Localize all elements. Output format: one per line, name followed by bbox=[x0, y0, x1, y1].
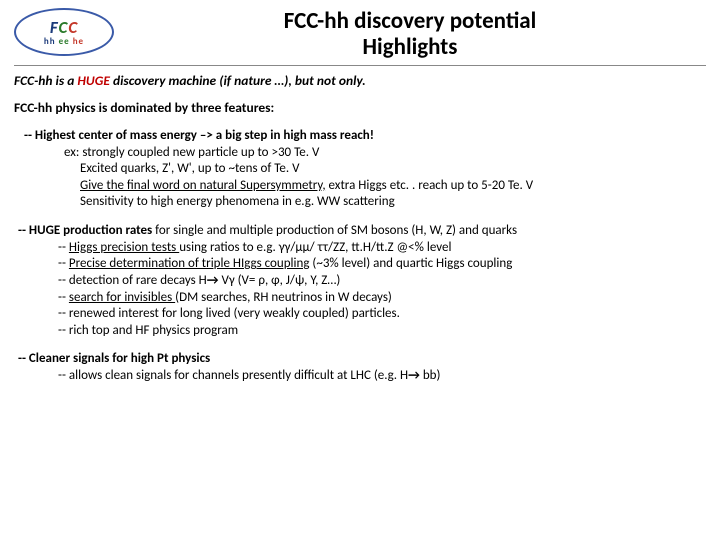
header-row: FCC hh ee he FCC-hh discovery potential … bbox=[14, 6, 706, 61]
arrow-icon: → bbox=[207, 273, 219, 288]
sec1-l3: Give the final word on natural Supersymm… bbox=[24, 178, 706, 195]
sec2-l4b: (DM searches, RH neutrinos in W decays) bbox=[175, 290, 392, 305]
sec1-prefix: -- bbox=[24, 128, 35, 143]
sec1-l2: Excited quarks, Z', W', up to ~tens of T… bbox=[24, 161, 706, 178]
sec1-tail: –> a big step in high mass reach! bbox=[197, 128, 374, 143]
sec2-l3: -- detection of rare decays H→ Vγ (V= ρ,… bbox=[18, 273, 706, 290]
sec1-l3b: extra Higgs etc. . reach up to 5-20 Te. … bbox=[326, 178, 534, 193]
section-3: -- Cleaner signals for high Pt physics -… bbox=[14, 351, 706, 384]
sec3-l1a: -- allows clean signals for channels pre… bbox=[58, 368, 408, 383]
arrow-icon: → bbox=[408, 368, 420, 383]
sec2-l1a: -- bbox=[58, 240, 69, 255]
fcc-logo: FCC hh ee he bbox=[14, 8, 114, 56]
features-line: FCC-hh physics is dominated by three fea… bbox=[14, 99, 706, 116]
logo-letter-c2: C bbox=[68, 17, 78, 38]
title-line-2: Highlights bbox=[114, 34, 706, 60]
logo-ee: ee bbox=[59, 36, 70, 47]
sec2-l4a: -- bbox=[58, 290, 69, 305]
sec2-l1: -- Higgs precision tests using ratios to… bbox=[18, 240, 706, 257]
sec2-l1u: Higgs precision tests bbox=[69, 240, 179, 255]
logo-he: he bbox=[73, 36, 84, 47]
sec1-head: Highest center of mass energy bbox=[35, 128, 197, 143]
sec2-l3b: Vγ (V= ρ, φ, J/ψ, Υ, Z…) bbox=[219, 273, 341, 288]
logo-letter-f: F bbox=[50, 17, 59, 38]
intro-huge: HUGE bbox=[77, 72, 110, 89]
sec1-head-line: -- Highest center of mass energy –> a bi… bbox=[24, 128, 706, 145]
slide-root: FCC hh ee he FCC-hh discovery potential … bbox=[0, 0, 720, 540]
sec2-l2: -- Precise determination of triple HIggs… bbox=[18, 256, 706, 273]
logo-hh: hh bbox=[44, 36, 56, 47]
sec3-l1: -- allows clean signals for channels pre… bbox=[18, 368, 706, 385]
sec2-l2b: (~3% level) and quartic Higgs coupling bbox=[309, 256, 512, 271]
section-1: -- Highest center of mass energy –> a bi… bbox=[14, 128, 706, 211]
intro-part2: discovery machine (if nature …), but not… bbox=[110, 72, 366, 89]
sec2-l1b: using ratios to e.g. γγ/μμ/ ττ/ZZ, tt.H/… bbox=[179, 240, 451, 255]
title-line-1: FCC-hh discovery potential bbox=[114, 8, 706, 34]
sec1-l1: ex: strongly coupled new particle up to … bbox=[24, 145, 706, 162]
logo-letter-c1: C bbox=[59, 17, 69, 38]
sec2-head: HUGE production rates bbox=[29, 223, 152, 238]
intro-line: FCC-hh is a HUGE discovery machine (if n… bbox=[14, 72, 706, 89]
sec2-l6: -- rich top and HF physics program bbox=[18, 323, 706, 340]
sec3-head-line: -- Cleaner signals for high Pt physics bbox=[18, 351, 706, 368]
sec2-l2a: -- bbox=[58, 256, 69, 271]
logo-top: FCC bbox=[50, 19, 78, 36]
sec2-tail: for single and multiple production of SM… bbox=[152, 223, 517, 238]
sec2-l4: -- search for invisibles (DM searches, R… bbox=[18, 290, 706, 307]
sec3-l1b: bb) bbox=[420, 368, 441, 383]
sec2-l4u: search for invisibles bbox=[69, 290, 175, 305]
title-block: FCC-hh discovery potential Highlights bbox=[114, 6, 706, 61]
sec3-prefix: -- bbox=[18, 351, 29, 366]
sec1-l3u: Give the final word on natural Supersymm… bbox=[80, 178, 326, 193]
header-divider bbox=[14, 65, 706, 66]
section-2: -- HUGE production rates for single and … bbox=[14, 223, 706, 339]
sec2-l5: -- renewed interest for long lived (very… bbox=[18, 306, 706, 323]
intro-part1: FCC-hh is a bbox=[14, 72, 77, 89]
sec2-l2u: Precise determination of triple HIggs co… bbox=[69, 256, 310, 271]
sec2-l3a: -- detection of rare decays H bbox=[58, 273, 207, 288]
sec1-l4: Sensitivity to high energy phenomena in … bbox=[24, 194, 706, 211]
logo-bottom: hh ee he bbox=[44, 37, 84, 46]
sec3-head: Cleaner signals for high Pt physics bbox=[29, 351, 210, 366]
sec2-prefix: -- bbox=[18, 223, 29, 238]
sec2-head-line: -- HUGE production rates for single and … bbox=[18, 223, 706, 240]
